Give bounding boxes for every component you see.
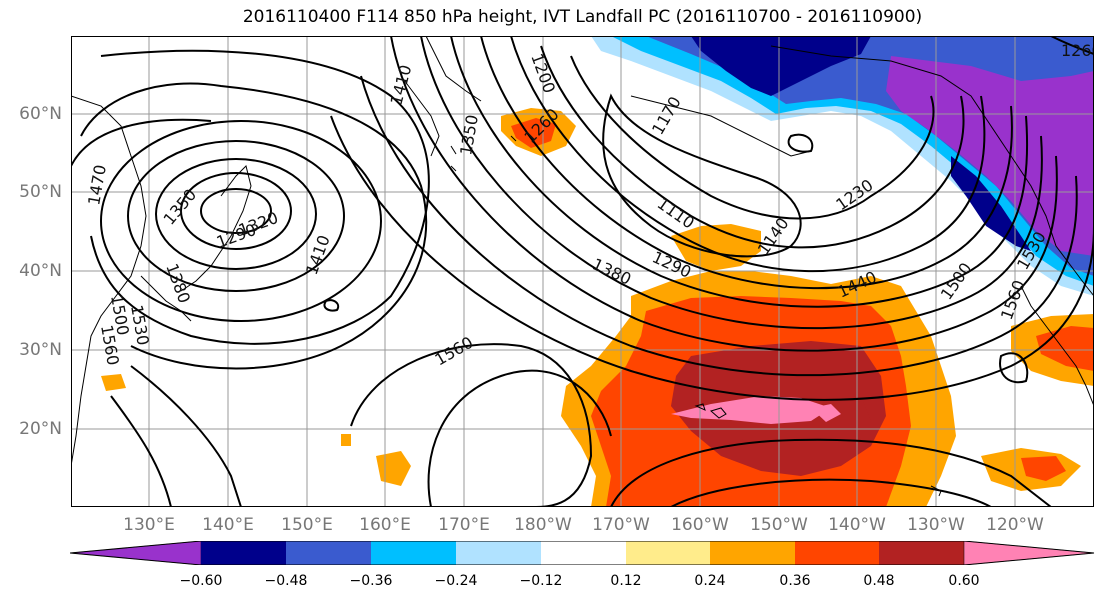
colorbar-tick: −0.48 <box>264 573 308 589</box>
contour-label: 1470 <box>84 163 110 206</box>
contour-label: 1260 <box>1061 41 1094 60</box>
contour-label: 1560 <box>997 278 1029 323</box>
lon-label-130w: 130°W <box>907 515 965 535</box>
contour-label: 1350 <box>456 113 482 156</box>
lat-label-40n: 40°N <box>19 261 62 281</box>
colorbar <box>70 541 1095 565</box>
lon-label-140w: 140°W <box>828 515 886 535</box>
colorbar-tick: 0.36 <box>779 573 811 589</box>
colorbar-tick: 0.60 <box>948 573 980 589</box>
height-contours <box>71 36 1094 507</box>
contour-label: 1380 <box>162 261 194 306</box>
colorbar-tick: −0.12 <box>519 573 563 589</box>
colorbar-tick: 0.48 <box>863 573 895 589</box>
colorbar-tick: 0.24 <box>694 573 726 589</box>
lon-label-130e: 130°E <box>123 515 175 535</box>
lon-label-140e: 140°E <box>202 515 254 535</box>
map-title: 2016110400 F114 850 hPa height, IVT Land… <box>242 7 923 27</box>
lon-label-170e: 170°E <box>438 515 490 535</box>
lat-label-60n: 60°N <box>19 104 62 124</box>
lat-label-50n: 50°N <box>19 182 62 202</box>
map-panel: 1470 1350 1290 1320 1380 1410 1500 1530 … <box>71 36 1094 507</box>
contour-label: 1560 <box>432 333 477 370</box>
lon-label-120w: 120°W <box>986 515 1044 535</box>
lon-label-150w: 150°W <box>750 515 808 535</box>
colorbar-tick: −0.60 <box>179 573 223 589</box>
contour-label: 1230 <box>832 175 876 214</box>
contour-label: 1110 <box>654 194 698 233</box>
lon-label-170w: 170°W <box>592 515 650 535</box>
lon-label-160w: 160°W <box>671 515 729 535</box>
colorbar-tick: −0.36 <box>349 573 393 589</box>
colorbar-tick: −0.24 <box>434 573 478 589</box>
contour-label: 1170 <box>648 93 685 138</box>
lon-label-180w: 180°W <box>514 515 572 535</box>
lon-label-150e: 150°E <box>281 515 333 535</box>
lat-label-20n: 20°N <box>19 419 62 439</box>
map-svg: 1470 1350 1290 1320 1380 1410 1500 1530 … <box>71 36 1094 507</box>
graticule <box>71 36 1094 507</box>
lat-label-30n: 30°N <box>19 340 62 360</box>
lon-label-160e: 160°E <box>359 515 411 535</box>
colorbar-tick: 0.12 <box>610 573 642 589</box>
